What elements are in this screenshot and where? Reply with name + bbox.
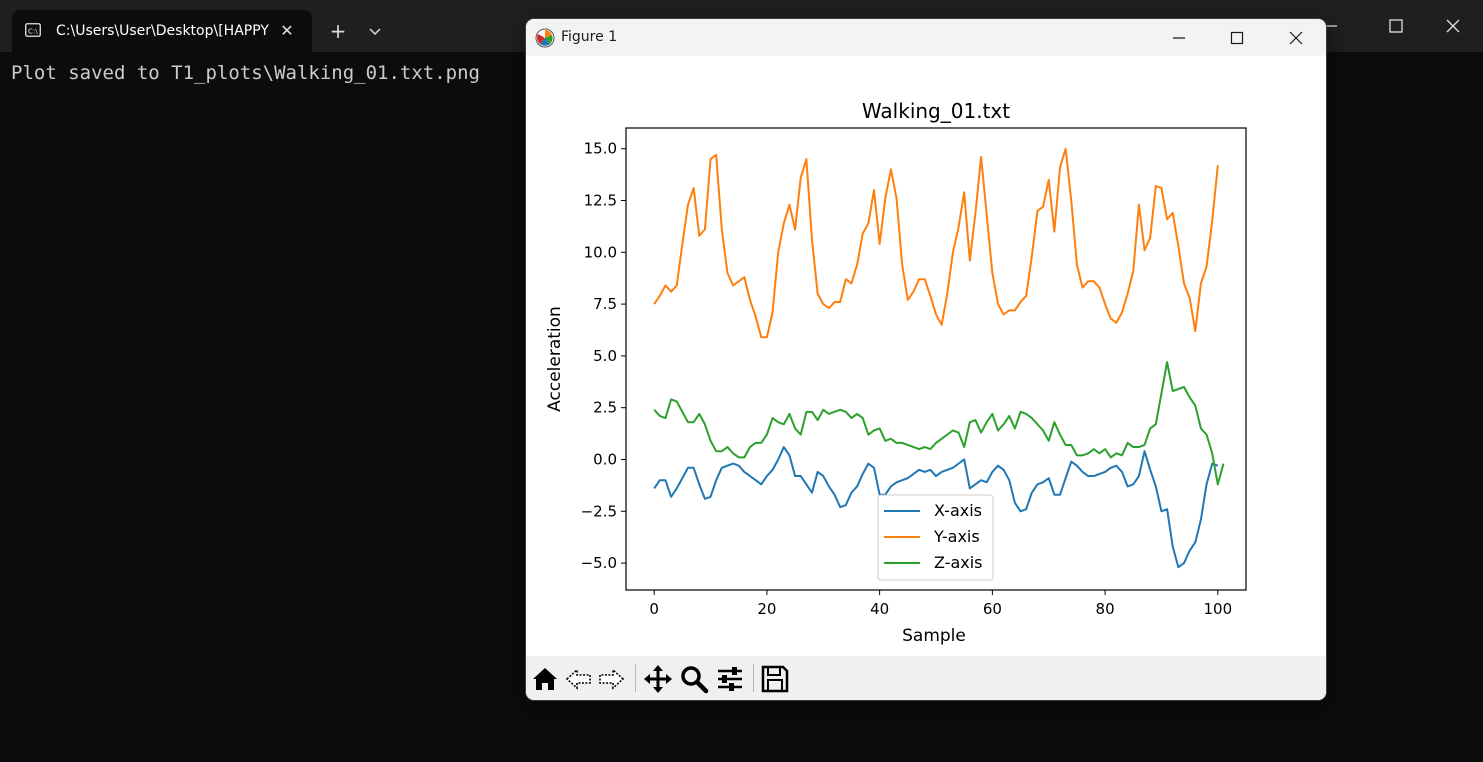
y-tick-label: 12.5	[584, 192, 617, 210]
close-icon[interactable]	[1283, 25, 1309, 51]
terminal-tab[interactable]: C:\ C:\Users\User\Desktop\[HAPPY ✕	[12, 10, 312, 52]
x-tick-label: 100	[1203, 600, 1232, 618]
figure-title-bar: Figure 1	[526, 19, 1326, 56]
series-line-x-axis	[653, 446, 1219, 569]
toolbar-separator	[635, 664, 636, 692]
back-arrow-icon[interactable]	[564, 664, 594, 694]
maximize-icon[interactable]	[1224, 25, 1250, 51]
chevron-down-icon[interactable]	[364, 20, 386, 42]
legend-label: Y-axis	[933, 527, 980, 546]
y-tick-label: 7.5	[593, 295, 617, 313]
zoom-icon[interactable]	[679, 664, 709, 694]
plot-frame	[625, 127, 1247, 591]
figure-title: Figure 1	[561, 29, 618, 45]
legend-label: Z-axis	[934, 553, 983, 572]
y-tick-label: 5.0	[593, 347, 617, 365]
y-tick-label: −2.5	[581, 502, 617, 520]
terminal-output-line: Plot saved to T1_plots\Walking_01.txt.pn…	[11, 62, 480, 84]
series-line-z-axis	[653, 361, 1225, 486]
svg-text:C:\: C:\	[28, 28, 38, 36]
y-tick-label: −5.0	[581, 554, 617, 572]
y-tick-label: 0.0	[593, 450, 617, 468]
x-axis-label: Sample	[902, 626, 966, 646]
x-axis-ticks: 0 20 40 60 80 100	[649, 590, 1232, 618]
series-lines	[653, 147, 1225, 569]
minimize-icon[interactable]	[1166, 25, 1192, 51]
terminal-tab-title: C:\Users\User\Desktop\[HAPPY	[56, 23, 269, 39]
x-tick-label: 80	[1096, 600, 1115, 618]
tab-close-icon[interactable]: ✕	[280, 21, 294, 40]
chart-title: Walking_01.txt	[862, 99, 1010, 123]
figure-toolbar	[526, 656, 1326, 700]
x-tick-label: 40	[870, 600, 889, 618]
plot-canvas[interactable]: Walking_01.txt 0 20 40 60 80 100 −5.0 −2.5 0.0 2…	[526, 56, 1326, 656]
legend-label: X-axis	[934, 501, 982, 520]
pan-icon[interactable]	[643, 664, 673, 694]
home-icon[interactable]	[530, 664, 560, 694]
configure-subplots-icon[interactable]	[715, 664, 745, 694]
legend-box	[877, 494, 994, 581]
x-tick-label: 60	[983, 600, 1002, 618]
series-line-y-axis	[653, 147, 1219, 339]
y-axis-label: Acceleration	[545, 306, 565, 412]
matplotlib-logo-icon	[535, 28, 555, 48]
legend: X-axis Y-axis Z-axis	[877, 494, 994, 581]
x-tick-label: 0	[649, 600, 659, 618]
x-tick-label: 20	[757, 600, 776, 618]
forward-arrow-icon[interactable]	[596, 664, 626, 694]
toolbar-separator	[753, 664, 754, 692]
y-tick-label: 10.0	[584, 243, 617, 261]
save-icon[interactable]	[760, 664, 790, 694]
close-icon[interactable]	[1438, 12, 1468, 40]
y-axis-ticks: −5.0 −2.5 0.0 2.5 5.0 7.5 10.0 12.5 15.0	[581, 140, 626, 572]
terminal-icon: C:\	[25, 23, 41, 37]
y-tick-label: 15.0	[584, 140, 617, 158]
maximize-icon[interactable]	[1381, 12, 1411, 40]
y-tick-label: 2.5	[593, 399, 617, 417]
minimize-icon[interactable]	[1316, 12, 1346, 40]
new-tab-button[interactable]: +	[329, 19, 347, 43]
figure-window: Figure 1 Walking_01.txt 0 20 40 60 80 100 −5.…	[526, 19, 1326, 700]
